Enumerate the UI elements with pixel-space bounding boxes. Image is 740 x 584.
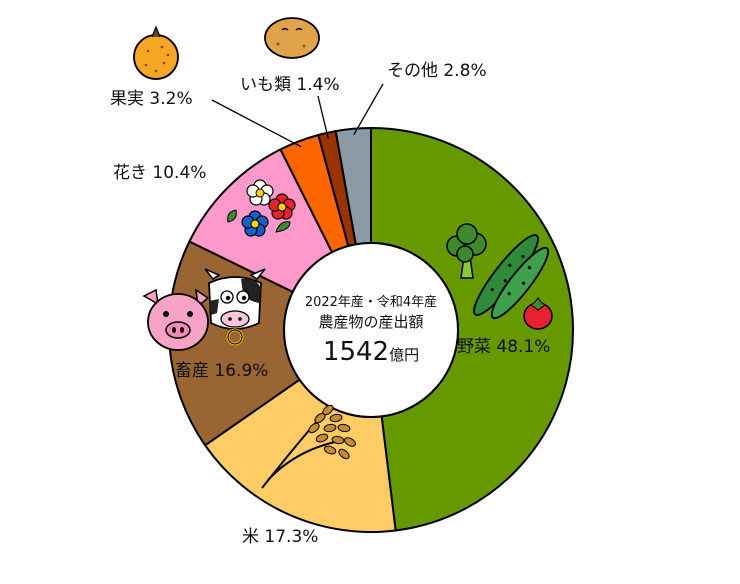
cow-icon: [204, 268, 266, 346]
center-line-2: 農産物の産出額: [318, 313, 423, 331]
center-amount: 1542億円: [323, 337, 419, 367]
pear-icon: [133, 25, 179, 80]
label-vegetables: 野菜 48.1%: [457, 337, 550, 357]
label-flowers: 花き 10.4%: [113, 163, 206, 183]
leader-other: [353, 83, 384, 136]
label-other: その他 2.8%: [387, 61, 487, 81]
leader-potatoes: [317, 95, 329, 139]
center-line-1: 2022年産・令和4年産: [305, 294, 437, 310]
label-potatoes: いも類 1.4%: [240, 75, 340, 95]
rice-plant-icon: [261, 404, 356, 489]
pig-icon: [142, 288, 210, 351]
label-livestock: 畜産 16.9%: [175, 361, 268, 381]
broccoli-icon: [446, 223, 487, 279]
donut-hole: [283, 242, 459, 418]
cucumber-icon: [473, 234, 550, 320]
leader-fruit: [211, 99, 302, 148]
tomato-icon: [523, 297, 553, 330]
label-fruit: 果実 3.2%: [110, 89, 193, 109]
label-rice: 米 17.3%: [242, 527, 318, 547]
flowers-icon: [227, 179, 296, 237]
leader-lines: [211, 83, 384, 148]
potato-icon: [264, 17, 320, 59]
